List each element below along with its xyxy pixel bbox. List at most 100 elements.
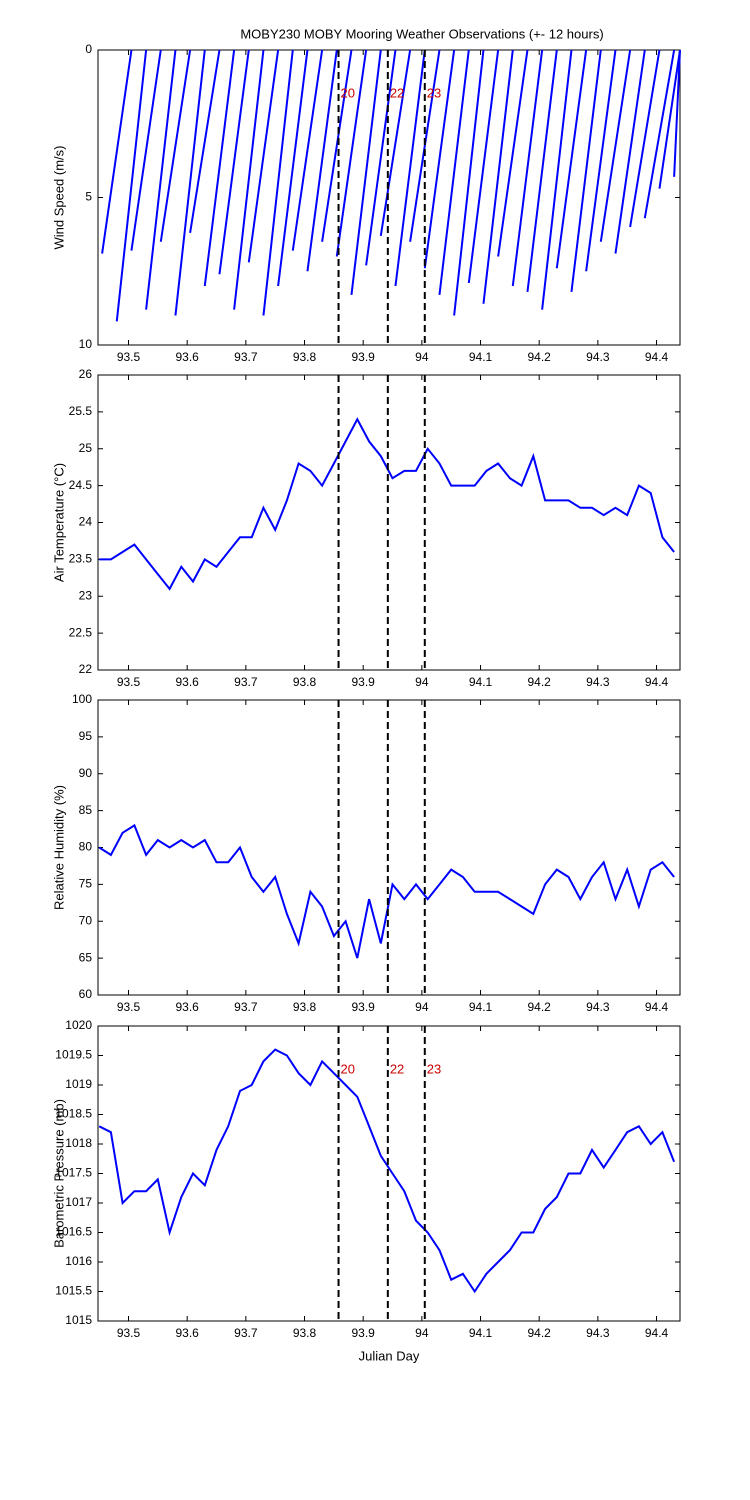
x-tick-label: 94 [415,1326,429,1340]
wind-stick [335,49,368,257]
y-tick-label: 1017.5 [55,1166,92,1180]
x-tick-label: 93.7 [234,675,258,689]
wind-stick [291,49,324,251]
wind-stick [174,49,206,316]
y-tick-label: 80 [79,840,93,854]
x-tick-label: 93.6 [175,350,199,364]
wind-stick [306,49,338,272]
y-tick-label: 1015 [65,1313,92,1327]
data-line [98,1048,676,1294]
x-tick-label: 93.8 [293,1000,317,1014]
x-tick-label: 94.2 [528,1326,552,1340]
wind-stick [218,49,250,275]
y-axis-label: Relative Humidity (%) [51,785,66,910]
y-tick-label: 90 [79,766,93,780]
event-label: 20 [341,1061,355,1076]
wind-stick [511,49,544,287]
x-tick-label: 94.1 [469,1000,493,1014]
x-tick-label: 94 [415,1000,429,1014]
x-tick-label: 93.8 [293,675,317,689]
wind-stick [526,49,558,293]
wind-stick [350,49,382,295]
wind-stick [497,49,529,257]
wind-stick [673,49,681,177]
x-tick-label: 94.3 [586,675,610,689]
x-tick-label: 93.8 [293,350,317,364]
y-tick-label: 1016 [65,1254,92,1268]
wind-stick [629,49,661,228]
y-tick-label: 24.5 [69,478,93,492]
data-line [98,823,675,959]
event-label: 23 [427,85,441,100]
wind-stick [409,49,441,242]
y-tick-label: 1019.5 [55,1048,92,1062]
x-tick-label: 94.2 [528,675,552,689]
wind-stick [423,49,456,269]
y-tick-label: 60 [79,987,93,1001]
y-tick-label: 1020 [65,1018,92,1032]
x-axis-label: Julian Day [359,1348,420,1363]
x-tick-label: 94.1 [469,350,493,364]
wind-stick [585,49,617,272]
wind-stick [643,49,676,219]
x-tick-label: 93.6 [175,1326,199,1340]
y-tick-label: 100 [72,692,92,706]
y-tick-label: 1019 [65,1077,92,1091]
y-axis-label: Air Temperature (°C) [51,463,66,582]
y-tick-label: 1015.5 [55,1284,92,1298]
wind-stick [247,49,280,263]
x-tick-label: 94 [415,675,429,689]
wind-stick [203,49,236,287]
wind-stick [599,49,632,242]
x-tick-label: 94.3 [586,350,610,364]
wind-stick [159,49,192,242]
chart-title: MOBY230 MOBY Mooring Weather Observation… [240,26,603,41]
y-tick-label: 0 [85,42,92,56]
y-axis-label: Barometric Pressure (mb) [51,1099,66,1248]
event-label: 20 [341,85,355,100]
y-tick-label: 1018.5 [55,1107,92,1121]
x-tick-label: 93.7 [234,1326,258,1340]
x-tick-label: 93.6 [175,675,199,689]
axes-box [97,374,681,671]
x-tick-label: 93.9 [352,1000,376,1014]
wind-stick [394,49,426,287]
wind-stick [115,49,148,322]
wind-stick [145,49,177,310]
x-tick-label: 94.2 [528,350,552,364]
wind-stick [101,49,133,254]
wind-stick [365,49,397,266]
x-tick-label: 94.3 [586,1000,610,1014]
wind-stick [130,49,162,251]
x-tick-label: 93.9 [352,675,376,689]
y-tick-label: 1016.5 [55,1225,92,1239]
wind-stick [189,49,221,234]
wind-stick [614,49,646,254]
y-tick-label: 75 [79,877,93,891]
x-tick-label: 94.4 [645,1326,669,1340]
y-tick-label: 23 [79,588,93,602]
y-tick-label: 10 [79,337,93,351]
x-tick-label: 93.7 [234,1000,258,1014]
event-label: 23 [427,1061,441,1076]
y-axis-label: Wind Speed (m/s) [51,145,66,249]
x-tick-label: 93.6 [175,1000,199,1014]
x-tick-label: 94.1 [469,1326,493,1340]
axes-box [97,1025,681,1322]
axes-box [97,699,681,996]
wind-stick [541,49,573,310]
y-tick-label: 25 [79,441,93,455]
x-tick-label: 93.9 [352,350,376,364]
data-line [99,417,675,591]
wind-stick [277,49,309,287]
x-tick-label: 93.9 [352,1326,376,1340]
x-tick-label: 93.5 [117,350,141,364]
x-tick-label: 93.8 [293,1326,317,1340]
wind-stick [482,49,514,304]
y-tick-label: 1017 [65,1195,92,1209]
y-tick-label: 70 [79,913,93,927]
x-tick-label: 93.7 [234,350,258,364]
wind-stick [570,49,602,293]
y-tick-label: 22 [79,662,93,676]
wind-stick [438,49,470,295]
